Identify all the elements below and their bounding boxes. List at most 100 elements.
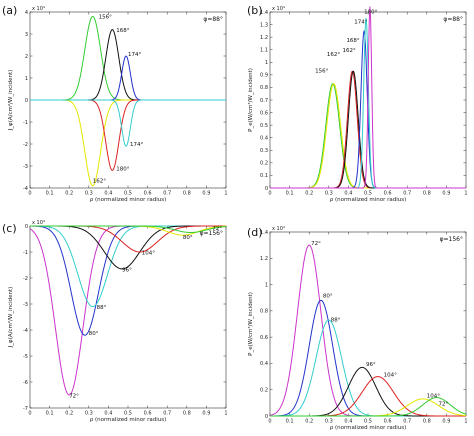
x-tick-label: 0.6 xyxy=(144,191,152,197)
curve-annotation: 80° xyxy=(323,294,333,300)
curve-annotation: 96° xyxy=(122,268,132,274)
y-tick-label: 3 xyxy=(25,32,28,38)
curve-annotation: 168° xyxy=(116,28,129,34)
y-tick-label: -1 xyxy=(23,120,28,126)
x-tick-label: 0.5 xyxy=(124,411,132,417)
panel-label: (c) xyxy=(2,222,17,235)
curve-annotation: 72° xyxy=(439,401,449,407)
y-tick-label: -7 xyxy=(23,406,28,412)
curve-annotation: 174° xyxy=(354,19,367,25)
y-tick-label: 0 xyxy=(25,224,28,230)
x-tick-label: 0.2 xyxy=(305,419,313,425)
curve-annotation: 180° xyxy=(364,9,377,15)
phi-label: φ=156° xyxy=(440,236,463,243)
y-axis-label: P_e(W/cm³/W_incident) xyxy=(247,292,254,356)
x-axis-label: ρ (normalized minor radius) xyxy=(90,417,167,423)
y-tick-label: 0.9 xyxy=(260,73,268,79)
curve-annotation: 104° xyxy=(384,373,397,379)
x-tick-label: 0.8 xyxy=(183,411,191,417)
x-tick-label: 0.3 xyxy=(325,191,333,197)
y-tick-label: -6 xyxy=(23,380,28,386)
curve-annotation: 156° xyxy=(99,15,112,21)
x-tick-label: 0.6 xyxy=(144,411,152,417)
plot-frame xyxy=(269,231,467,417)
y-tick-label: 4 xyxy=(25,10,28,16)
curve-annotation: 80° xyxy=(89,331,99,337)
y-tick-label: 1.3 xyxy=(260,22,268,28)
curve-annotation: 88° xyxy=(331,317,341,323)
series-line xyxy=(30,225,227,233)
panel-b: 0 0.1 0.2 0.3 0.4 0.5 0.6 0.7 0.8 0.9 1 0 0.1 0.2 0.3 0… xyxy=(247,4,468,203)
y-tick-label: 1 xyxy=(265,60,268,66)
y-tick-label: 0.4 xyxy=(260,136,268,142)
axis-exponent: x 10⁴ xyxy=(272,226,285,232)
y-tick-label: 0.2 xyxy=(260,161,268,167)
x-tick-label: 0.1 xyxy=(286,191,294,197)
axis-exponent: x 10⁴ xyxy=(32,6,45,12)
phi-label: φ=88° xyxy=(443,16,463,23)
y-tick-label: 0 xyxy=(25,98,28,104)
x-tick-label: 0.8 xyxy=(183,191,191,197)
axis-exponent: x 10⁴ xyxy=(32,220,45,226)
curve-annotation: 162° xyxy=(327,52,340,58)
y-tick-label: 0.8 xyxy=(260,309,268,315)
curve-annotation: 104° xyxy=(142,251,155,257)
series-line xyxy=(270,6,466,189)
panel-c: 0 0.1 0.2 0.3 0.4 0.5 0.6 0.7 0.8 0.9 1 -7 -6 -5 -4 -3 -… xyxy=(2,220,228,423)
y-tick-label: -2 xyxy=(23,142,28,148)
x-tick-label: 0.4 xyxy=(104,191,112,197)
x-tick-label: 0.1 xyxy=(286,419,294,425)
x-tick-label: 0.2 xyxy=(65,411,73,417)
series-line xyxy=(270,397,467,417)
curve-annotation: 72° xyxy=(69,394,79,400)
x-tick-label: 0.3 xyxy=(85,411,93,417)
plot-frame xyxy=(29,225,227,409)
curve-annotation: 80° xyxy=(183,235,193,241)
x-tick-label: 0.5 xyxy=(364,191,372,197)
y-tick-label: -1 xyxy=(23,250,28,256)
x-tick-label: 0.1 xyxy=(46,411,54,417)
x-tick-label: 0.9 xyxy=(202,411,210,417)
curve-annotation: 104° xyxy=(427,394,440,400)
x-tick-label: 0.9 xyxy=(442,419,450,425)
y-tick-label: -5 xyxy=(23,354,28,360)
y-axis-label: P_e(W/cm³/W_incident) xyxy=(247,68,254,132)
y-axis-label: J_φ(A/cm²/W_incident) xyxy=(7,287,14,349)
y-tick-label: -4 xyxy=(23,328,28,334)
x-tick-label: 0.6 xyxy=(384,419,392,425)
series-line xyxy=(30,99,226,147)
y-tick-label: -4 xyxy=(23,186,28,192)
x-tick-label: 0.7 xyxy=(163,191,171,197)
y-tick-label: 0.6 xyxy=(260,335,268,341)
y-tick-label: 0.8 xyxy=(260,85,268,91)
y-tick-label: 0.5 xyxy=(260,123,268,129)
x-axis-label: ρ (normalized minor radius) xyxy=(330,425,407,431)
x-tick-label: 0.2 xyxy=(65,191,73,197)
y-tick-label: 1.4 xyxy=(260,230,268,236)
y-tick-label: 0.7 xyxy=(260,98,268,104)
y-tick-label: 0.2 xyxy=(260,388,268,394)
x-tick-label: 0.2 xyxy=(305,191,313,197)
x-tick-label: 0.7 xyxy=(163,411,171,417)
y-tick-label: 2 xyxy=(25,54,28,60)
x-tick-label: 1 xyxy=(224,191,227,197)
curve-annotation: 180° xyxy=(116,166,129,172)
curve-annotation: 72° xyxy=(212,226,222,232)
y-tick-label: 0.6 xyxy=(260,110,268,116)
curve-annotation: 88° xyxy=(97,305,107,311)
x-tick-label: 1 xyxy=(464,419,467,425)
x-tick-label: 0.9 xyxy=(202,191,210,197)
x-tick-label: 0 xyxy=(268,419,271,425)
x-tick-label: 0.7 xyxy=(403,191,411,197)
y-tick-label: 0.3 xyxy=(260,148,268,154)
x-tick-label: 0.5 xyxy=(364,419,372,425)
phi-label: φ=156° xyxy=(200,230,223,237)
curve-annotation: 168° xyxy=(346,38,359,44)
y-tick-label: -2 xyxy=(23,276,28,282)
panel-d: 0 0.1 0.2 0.3 0.4 0.5 0.6 0.7 0.8 0.9 1 0 0.2 0.4 0.6 0… xyxy=(247,226,468,431)
y-tick-label: 1.4 xyxy=(260,10,268,16)
x-tick-label: 1 xyxy=(464,191,467,197)
x-tick-label: 0 xyxy=(28,191,31,197)
x-tick-label: 0.6 xyxy=(384,191,392,197)
curve-annotation: 162° xyxy=(93,179,106,185)
